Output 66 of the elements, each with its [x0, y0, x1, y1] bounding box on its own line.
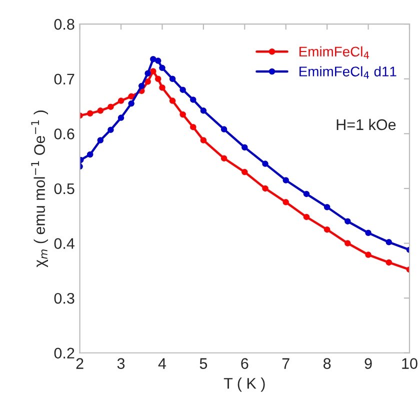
- y-tick-label: 0.3: [54, 292, 74, 304]
- y-tick-label: 0.5: [54, 183, 74, 194]
- point: [154, 58, 162, 64]
- point: [386, 239, 392, 246]
- x-tick-label: 9: [364, 358, 372, 369]
- point: [242, 168, 248, 176]
- x-tick-label: 8: [323, 358, 331, 369]
- point: [138, 82, 145, 90]
- point: [365, 252, 372, 258]
- point: [344, 218, 351, 224]
- y-tick-label: 0.4: [54, 238, 74, 249]
- x-axis-title: T ( K ): [224, 378, 265, 392]
- point: [108, 126, 114, 133]
- x-tick-label: 6: [241, 358, 248, 369]
- point: [190, 96, 196, 103]
- point: [118, 98, 124, 104]
- x-tick-label: 5: [200, 358, 208, 369]
- point: [159, 64, 166, 72]
- point: [344, 240, 351, 246]
- point: [180, 86, 186, 93]
- point: [128, 93, 134, 100]
- point: [150, 68, 156, 74]
- point: [144, 78, 151, 85]
- point: [262, 185, 268, 192]
- point: [220, 126, 228, 132]
- point: [86, 151, 94, 158]
- annotation: H=1 kOe: [336, 118, 396, 130]
- point: [200, 108, 207, 114]
- x-tick-label: 3: [117, 358, 125, 369]
- y-axis-title: χ$_{m}$ ( emu mol$^{−1}$ Oe$^{−1}$ ): [31, 110, 48, 268]
- y-tick-label: 0.8: [54, 18, 74, 30]
- point: [200, 137, 207, 144]
- point: [386, 259, 392, 266]
- point: [303, 214, 310, 220]
- point: [97, 108, 104, 114]
- point: [86, 110, 94, 117]
- point: [282, 199, 289, 206]
- point: [365, 230, 372, 236]
- point: [150, 56, 156, 62]
- point: [180, 111, 186, 118]
- x-tick-label: 2: [76, 358, 84, 369]
- point: [97, 137, 104, 144]
- point: [154, 76, 162, 82]
- point: [108, 104, 114, 110]
- point: [262, 160, 268, 167]
- x-tick-label: 10: [402, 358, 418, 369]
- legend-label: EmimFeCl$_{4}$: [300, 46, 369, 59]
- x-tick-label: 7: [282, 358, 290, 369]
- x-tick-label: 4: [158, 358, 166, 369]
- y-tick-label: 0.2: [54, 348, 74, 359]
- point: [282, 177, 289, 184]
- point: [118, 114, 124, 121]
- y-tick-label: 0.6: [54, 128, 74, 140]
- y-tick-label: 0.7: [54, 74, 74, 85]
- point: [303, 190, 310, 198]
- point: [144, 70, 151, 77]
- point: [169, 76, 176, 82]
- point: [169, 98, 176, 104]
- point: [324, 204, 330, 210]
- point: [324, 226, 330, 233]
- point: [128, 100, 134, 107]
- point: [242, 144, 248, 150]
- legend-label: EmimFeCl$_{4}$ d11: [300, 66, 396, 79]
- point: [220, 155, 228, 162]
- point: [190, 124, 196, 130]
- point: [159, 84, 166, 91]
